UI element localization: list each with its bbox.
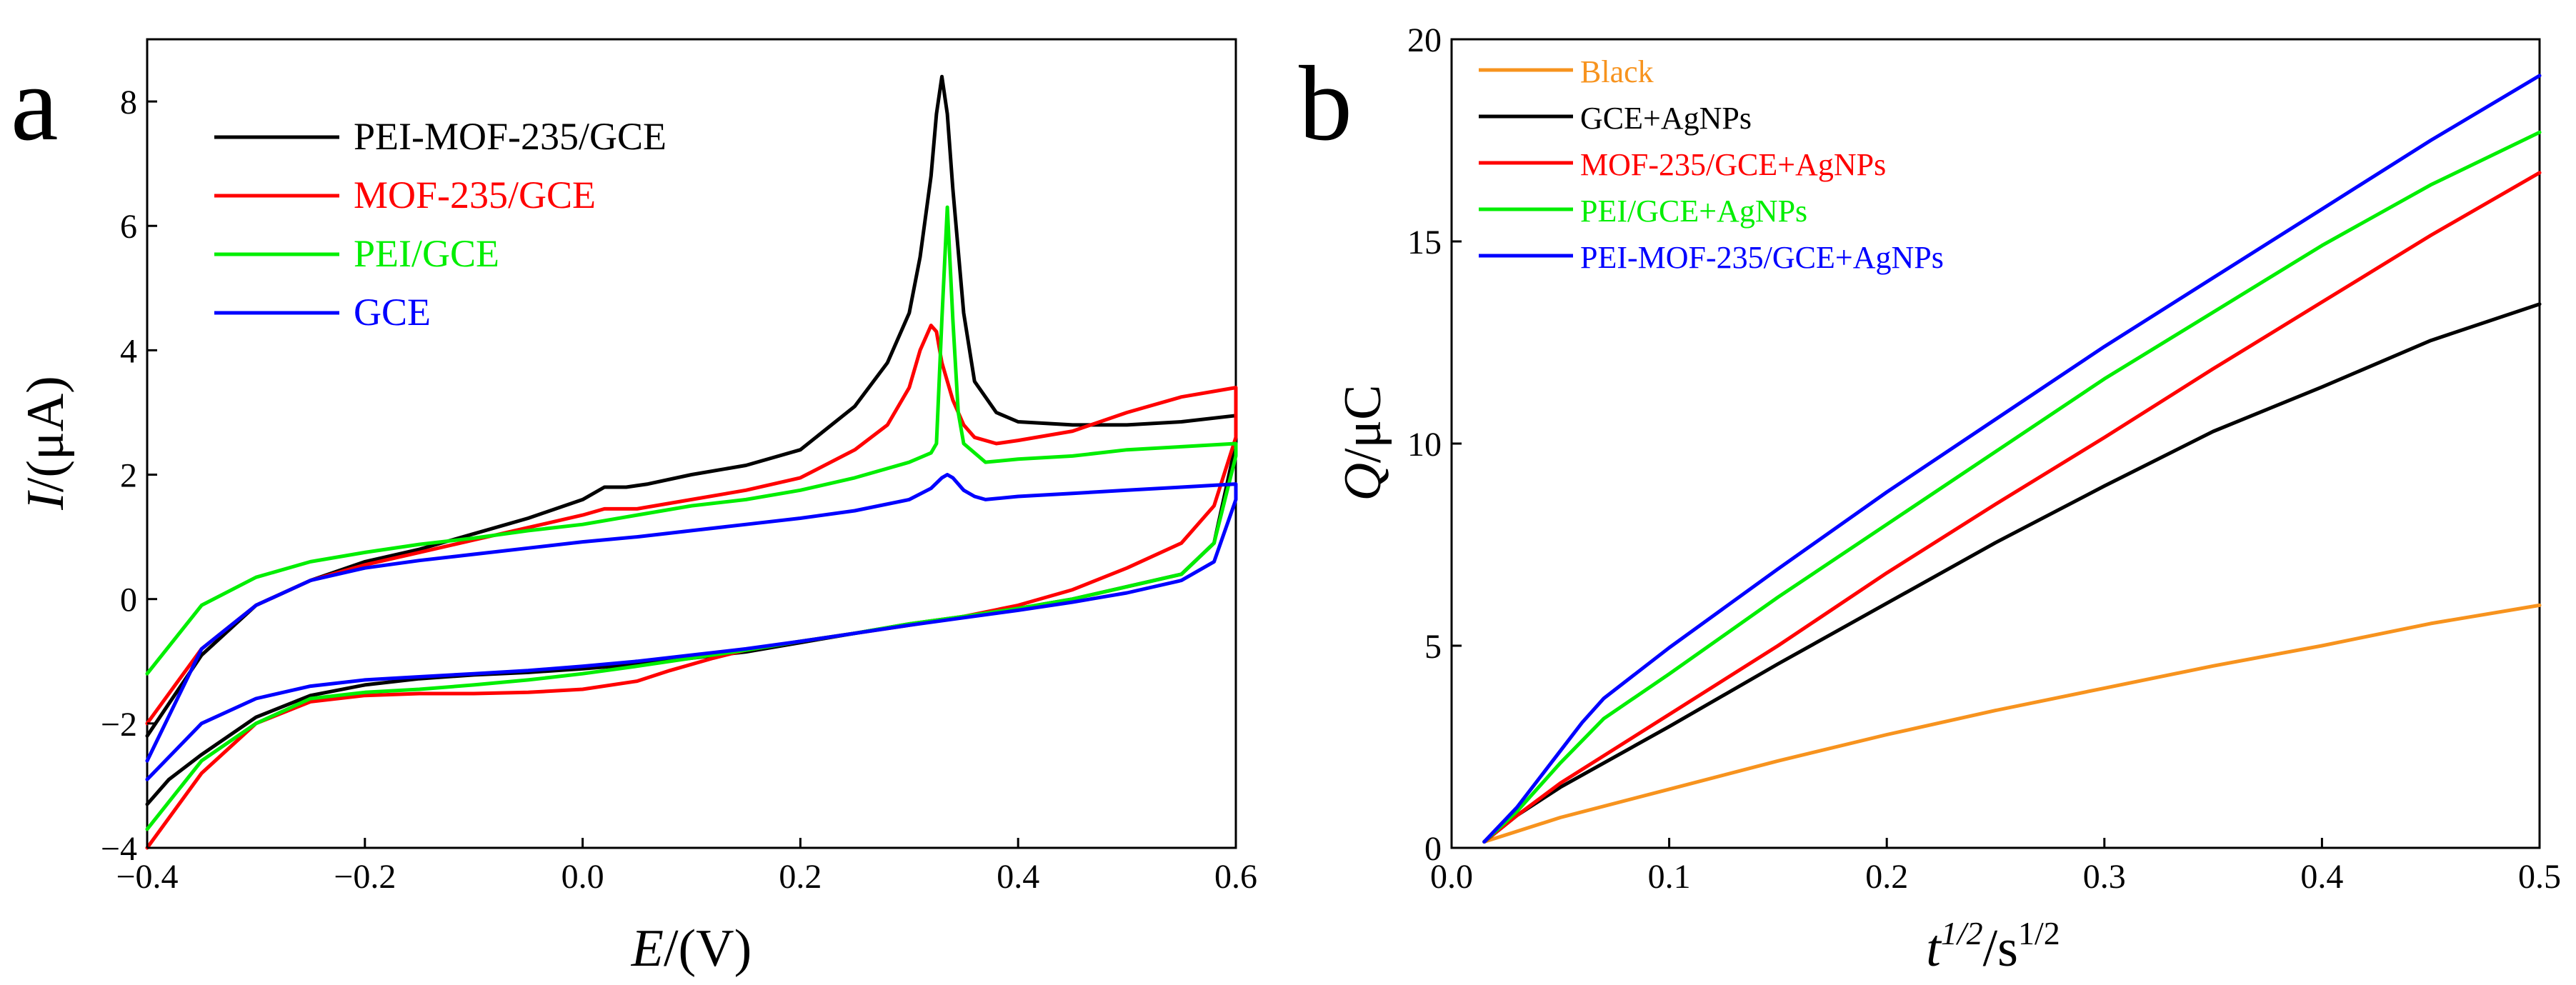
panel-a-y-tick-label: 2 <box>120 457 137 495</box>
panel-a-x-tick-label: 0.6 <box>1214 858 1257 896</box>
panel-b-series-group <box>1482 74 2542 844</box>
panel-a-x-tick-label: 0.2 <box>779 858 822 896</box>
panel-b-legend-label-1: Black <box>1580 54 1654 89</box>
panel-b-y-axis-title: Q/μC <box>1334 384 1392 501</box>
panel-b-y-axis-unit: /μC <box>1334 384 1392 463</box>
panel-a-y-axis-symbol: I <box>16 490 75 511</box>
panel-b-y-axis-symbol: Q <box>1334 463 1392 501</box>
panel-b-y-tick-label: 20 <box>1407 21 1442 59</box>
panel-a-y-tick-label: 4 <box>120 332 137 370</box>
panel-b-series-line-4 <box>1482 130 2542 844</box>
panel-b-x-tick-label: 0.1 <box>1648 858 1691 896</box>
panel-a-y-tick-label: 8 <box>120 84 137 121</box>
panel-b-legend-label-4: PEI/GCE+AgNPs <box>1580 194 1807 229</box>
panel-a-series-line-2 <box>145 324 1238 850</box>
panel-a-y-tick-label: −2 <box>101 706 137 744</box>
panel-a-x-axis-unit: /(V) <box>664 919 752 978</box>
panel-a-y-tick-label: 0 <box>120 581 137 619</box>
panel-a-x-tick-label: 0.0 <box>561 858 604 896</box>
panel-a-label: a <box>11 44 59 163</box>
panel-b-x-tick-label: 0.3 <box>2083 858 2126 896</box>
panel-a-plot-frame <box>146 38 1237 849</box>
panel-a-x-axis-title: E/(V) <box>631 919 752 978</box>
panel-b-x-axis-title: t1/2/s1/2 <box>1926 915 2060 978</box>
panel-b-x-axis-unit-sup: 1/2 <box>2018 915 2060 951</box>
panel-b-legend-label-3: MOF-235/GCE+AgNPs <box>1580 147 1886 182</box>
panel-b: b 0.0 0.1 0.2 0.3 0.4 0.5 0 5 10 15 20 Black GCE+Ag… <box>1299 21 2561 978</box>
panel-b-x-axis-symbol-sup: 1/2 <box>1941 915 1983 951</box>
panel-a-x-axis-symbol: E <box>631 919 664 978</box>
panel-b-label: b <box>1299 44 1352 163</box>
panel-b-series-line-1 <box>1482 603 2542 844</box>
panel-a-y-tick-label: 6 <box>120 208 137 246</box>
panel-b-y-tick-label: 15 <box>1407 224 1442 261</box>
panel-b-x-tick-label: 0.0 <box>1430 858 1473 896</box>
panel-b-series-line-5 <box>1482 74 2542 844</box>
panel-a-legend-label-2: MOF-235/GCE <box>354 174 596 216</box>
panel-b-x-axis-unit: /s <box>1983 919 2018 978</box>
panel-b-x-axis-symbol: t <box>1926 919 1942 978</box>
panel-a-ticks: −0.4 −0.2 0.0 0.2 0.4 0.6 −4 −2 0 2 4 6 8 <box>101 84 1257 896</box>
panel-b-y-tick-label: 5 <box>1424 628 1442 666</box>
panel-a-legend-label-1: PEI-MOF-235/GCE <box>354 115 667 158</box>
panel-a-legend-label-4: GCE <box>354 291 431 334</box>
panel-b-x-tick-label: 0.4 <box>2300 858 2343 896</box>
panel-b-ticks: 0.0 0.1 0.2 0.3 0.4 0.5 0 5 10 15 20 <box>1407 21 2561 896</box>
panel-a-y-tick-label: −4 <box>101 830 137 868</box>
panel-a-y-axis-unit: /(μA) <box>16 376 75 492</box>
panel-a-series-group <box>145 74 1238 850</box>
panel-a-series-line-3 <box>145 205 1238 831</box>
panel-a-x-tick-label: 0.4 <box>997 858 1039 896</box>
panel-b-y-tick-label: 0 <box>1424 830 1442 868</box>
panel-b-y-tick-label: 10 <box>1407 426 1442 464</box>
panel-a-series-line-1 <box>145 74 1238 806</box>
panel-a-legend: PEI-MOF-235/GCE MOF-235/GCE PEI/GCE GCE <box>214 115 667 334</box>
panel-b-legend: Black GCE+AgNPs MOF-235/GCE+AgNPs PEI/GCE+A… <box>1479 54 1944 275</box>
panel-a-x-tick-label: −0.2 <box>334 858 396 896</box>
panel-b-series-line-3 <box>1482 171 2542 844</box>
panel-a-series-line-4 <box>145 473 1238 781</box>
panel-a: a −0.4 −0.2 0.0 0.2 0.4 0.6 −4 −2 0 2 4 6 8 PEI-MOF-… <box>11 38 1257 978</box>
panel-a-legend-label-3: PEI/GCE <box>354 232 499 275</box>
panel-a-y-axis-title: I/(μA) <box>16 376 75 511</box>
panel-b-series-line-2 <box>1482 302 2542 844</box>
panel-a-x-tick-label: −0.4 <box>116 858 178 896</box>
panel-b-legend-label-5: PEI-MOF-235/GCE+AgNPs <box>1580 240 1944 275</box>
panel-b-legend-label-2: GCE+AgNPs <box>1580 101 1752 136</box>
panel-b-x-tick-label: 0.2 <box>1865 858 1908 896</box>
panel-b-x-tick-label: 0.5 <box>2518 858 2561 896</box>
